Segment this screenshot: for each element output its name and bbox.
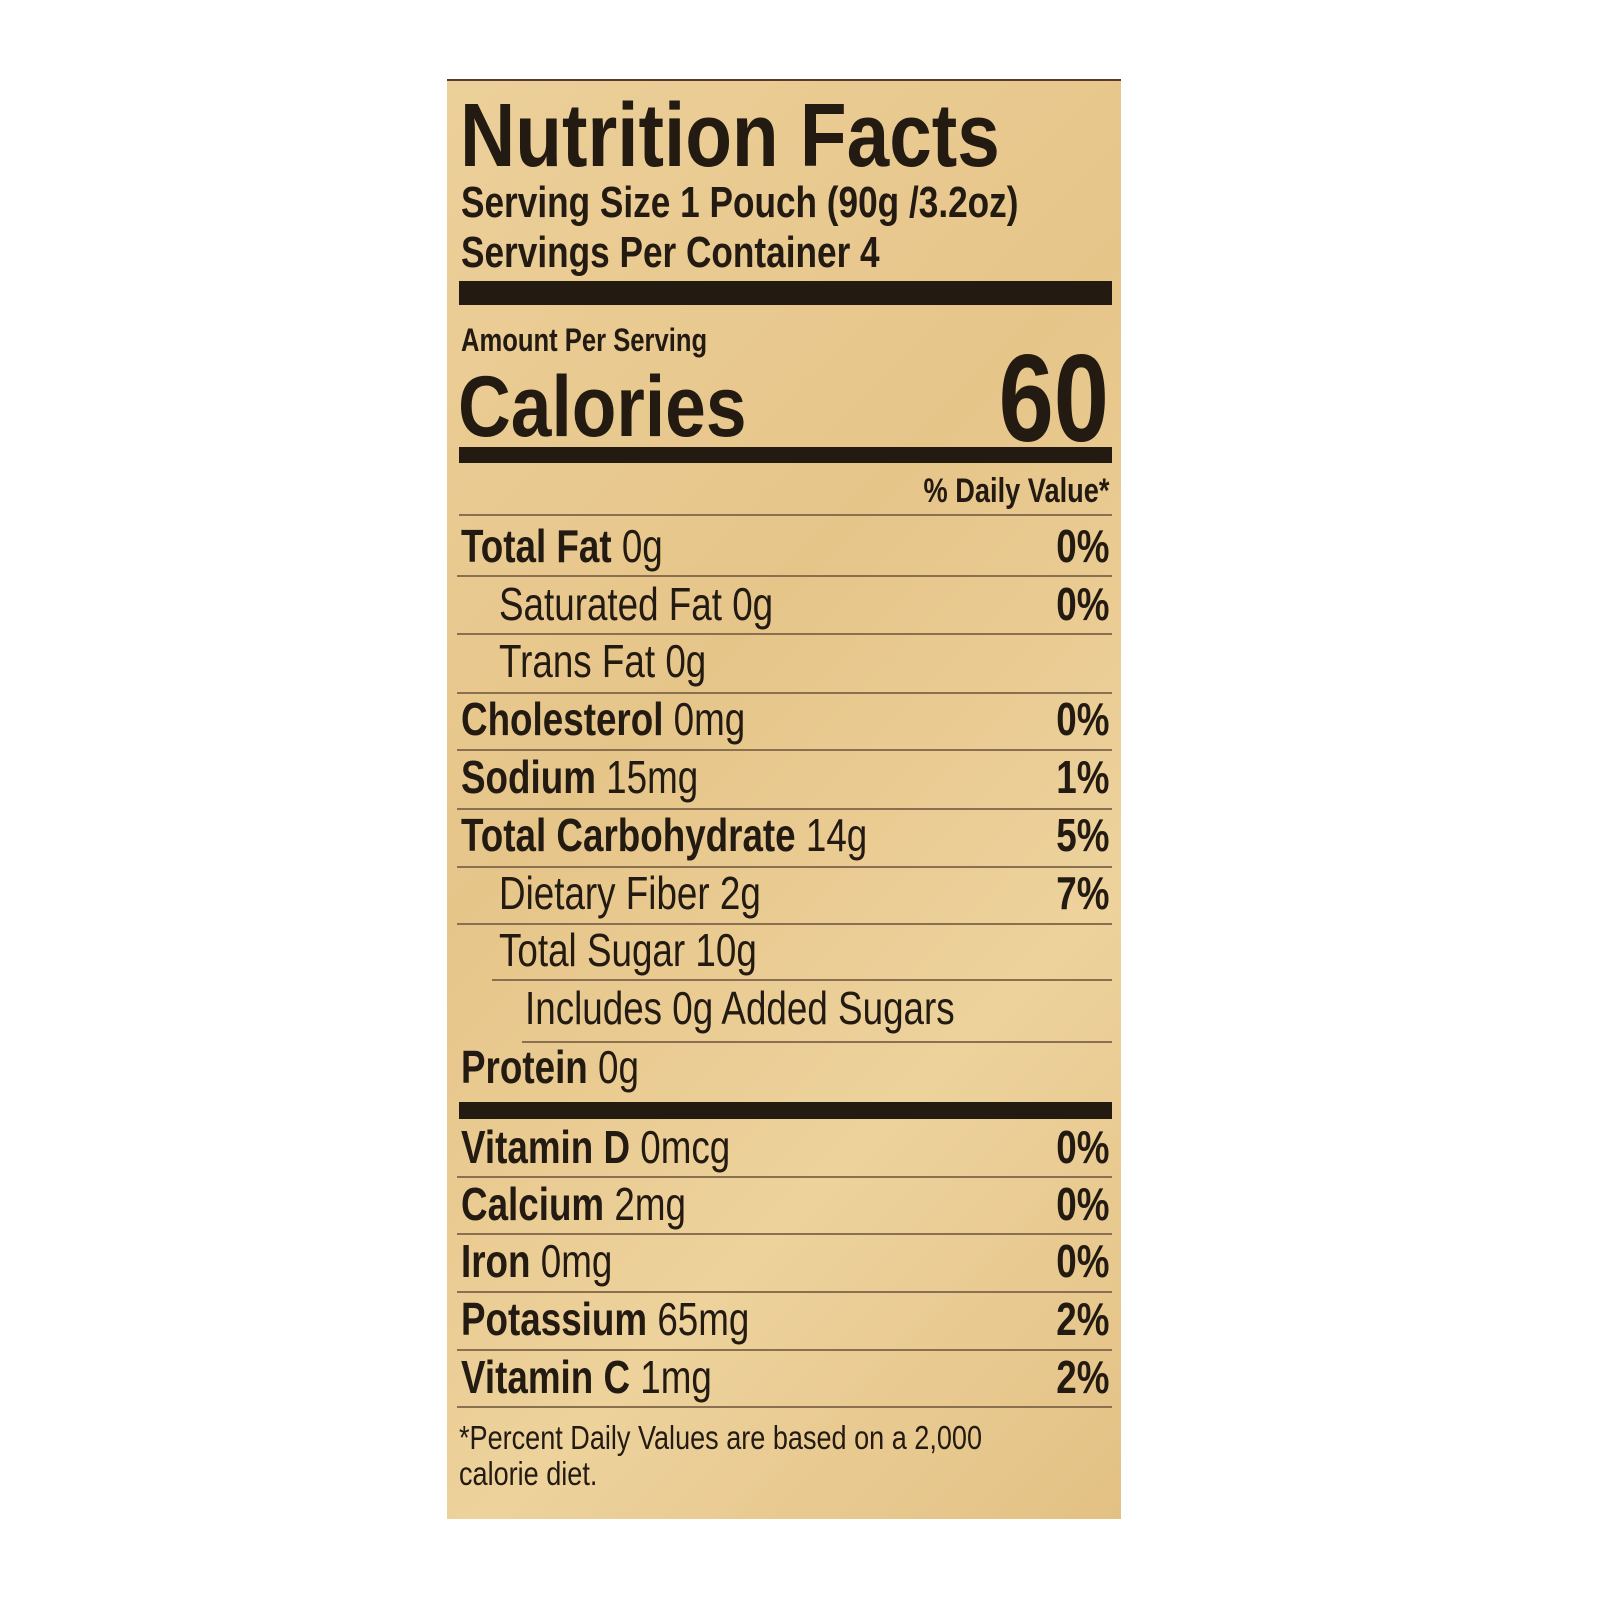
serving-size: Serving Size 1 Pouch (90g /3.2oz) (461, 178, 1019, 227)
daily-value-percent: 0% (1055, 1178, 1109, 1230)
nutrient-row: Total Carbohydrate 14g (461, 812, 969, 858)
nutrient-row: Vitamin D 0mcg (461, 1124, 798, 1170)
daily-value-percent: 7% (1055, 867, 1109, 919)
nutrient-amount: 14g (805, 809, 868, 861)
nutrient-name: Total Sugar 10g (499, 924, 757, 976)
nutrient-amount: 65mg (657, 1293, 750, 1345)
nutrient-row: Sodium 15mg (461, 754, 758, 800)
divider (457, 1233, 1112, 1235)
daily-value-percent: 0% (1055, 578, 1109, 630)
thick-divider (459, 281, 1112, 305)
nutrient-name: Iron (461, 1235, 531, 1287)
daily-value-percent: 5% (1055, 809, 1109, 861)
nutrient-row: Saturated Fat 0g (499, 581, 842, 627)
nutrient-amount: 15mg (606, 751, 699, 803)
nutrient-name: Trans Fat 0g (499, 635, 707, 687)
nutrient-row: Trans Fat 0g (499, 638, 758, 684)
medium-divider (459, 447, 1112, 463)
nutrient-row: Calcium 2mg (461, 1181, 742, 1227)
divider (457, 866, 1112, 868)
daily-value-percent: 0% (1055, 1235, 1109, 1287)
nutrient-amount: 0mg (673, 693, 746, 745)
nutrient-amount: 0mcg (640, 1121, 731, 1173)
nutrient-name: Calcium (461, 1178, 605, 1230)
nutrient-row: Cholesterol 0mg (461, 696, 816, 742)
nutrient-row: Total Sugar 10g (499, 927, 821, 973)
calories-label: Calories (458, 359, 747, 455)
nutrient-name: Sodium (461, 751, 596, 803)
nutrient-row: Protein 0g (461, 1044, 683, 1090)
daily-value-header: % Daily Value* (923, 472, 1109, 510)
daily-value-percent: 0% (1055, 693, 1109, 745)
nutrient-amount: 2mg (614, 1178, 686, 1230)
divider (457, 808, 1112, 810)
thick-divider (459, 1102, 1112, 1119)
divider (457, 633, 1112, 635)
nutrition-facts-label: Nutrition Facts Serving Size 1 Pouch (90… (447, 79, 1121, 1519)
nutrient-name: Vitamin C (461, 1351, 631, 1403)
title: Nutrition Facts (460, 86, 1000, 186)
nutrient-row: Potassium 65mg (461, 1296, 822, 1342)
divider (492, 979, 1112, 981)
calories-value: 60 (998, 330, 1109, 468)
footnote-line-2: calorie diet. (459, 1455, 598, 1492)
nutrient-name: Dietary Fiber 2g (499, 867, 761, 919)
nutrient-name: Total Carbohydrate (461, 809, 796, 861)
divider (457, 1406, 1112, 1408)
nutrient-name: Saturated Fat 0g (499, 578, 774, 630)
divider (459, 514, 1112, 516)
divider (457, 923, 1112, 925)
nutrient-name: Total Fat (461, 520, 612, 572)
divider (457, 575, 1112, 577)
divider (522, 1041, 1112, 1043)
nutrient-name: Protein (461, 1041, 588, 1093)
divider (457, 1291, 1112, 1293)
daily-value-percent: 2% (1055, 1351, 1109, 1403)
nutrient-amount: 1mg (640, 1351, 712, 1403)
daily-value-percent: 0% (1055, 520, 1109, 572)
nutrient-row: Dietary Fiber 2g (499, 870, 826, 916)
divider (457, 692, 1112, 694)
footnote: *Percent Daily Values are based on a 2,0… (459, 1419, 982, 1456)
nutrient-amount: 0mg (540, 1235, 613, 1287)
nutrient-name: Vitamin D (461, 1121, 631, 1173)
divider (457, 1349, 1112, 1351)
servings-per-container: Servings Per Container 4 (461, 228, 880, 277)
nutrient-row: Includes 0g Added Sugars (525, 985, 1062, 1031)
nutrient-row: Vitamin C 1mg (461, 1354, 775, 1400)
daily-value-percent: 2% (1055, 1293, 1109, 1345)
divider (457, 749, 1112, 751)
daily-value-percent: 1% (1055, 751, 1109, 803)
nutrient-name: Potassium (461, 1293, 648, 1345)
amount-per-serving: Amount Per Serving (461, 322, 708, 358)
nutrient-amount: 0g (598, 1041, 639, 1093)
nutrient-name: Cholesterol (461, 693, 664, 745)
daily-value-percent: 0% (1055, 1121, 1109, 1173)
nutrient-amount: 0g (621, 520, 663, 572)
nutrient-name: Includes 0g Added Sugars (525, 982, 955, 1034)
nutrient-row: Total Fat 0g (461, 523, 713, 569)
divider (457, 1176, 1112, 1178)
nutrient-row: Iron 0mg (461, 1238, 650, 1284)
